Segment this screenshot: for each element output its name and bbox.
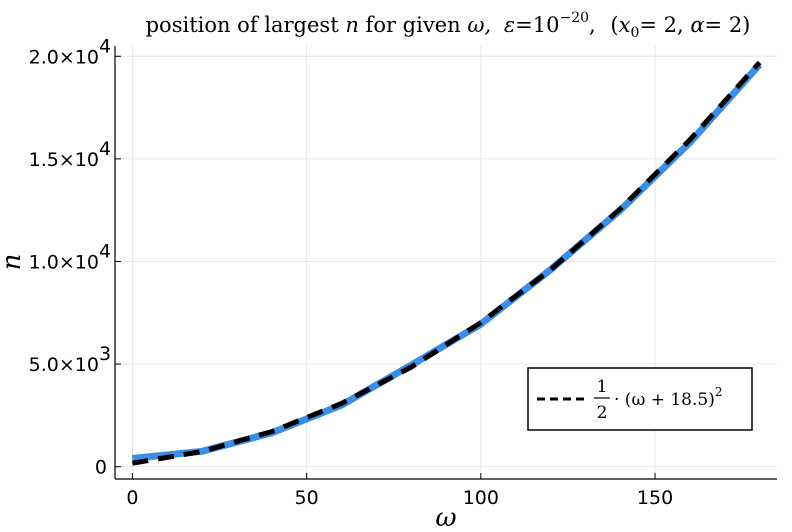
x-tick-label: 150 (637, 487, 673, 509)
title-n: n (345, 13, 359, 37)
y-tick-exponent: 4 (99, 240, 111, 262)
legend-frac-num: 1 (597, 377, 608, 397)
grid (115, 46, 777, 479)
legend-expression: · (ω + 18.5)2 (614, 385, 722, 410)
title-comma: , (589, 13, 596, 37)
x-ticks: 0 50 100 150 (126, 473, 673, 509)
title-params-open: ( (610, 13, 618, 37)
y-ticks: 05.0×10 31.0×10 41.5×10 42.0×10 4 (29, 35, 121, 479)
title-params-mid: = 2, (639, 13, 683, 37)
y-tick-label: 2.0×10 (29, 46, 99, 68)
x-axis-label: ω (435, 503, 456, 532)
title-omega: ω, (467, 13, 491, 37)
x-tick-label: 100 (463, 487, 499, 509)
title-eq: = (515, 13, 533, 37)
title-x-sub: 0 (630, 25, 639, 41)
title-prefix: position of largest (146, 13, 340, 37)
title-exp: −20 (559, 10, 589, 26)
title-eps: ε (504, 13, 515, 37)
legend: 1 2 · (ω + 18.5)2 (527, 367, 753, 431)
y-tick-exponent: 4 (99, 138, 111, 160)
y-tick-label: 5.0×10 (29, 354, 99, 376)
axes (114, 46, 777, 480)
y-axis-label: n (0, 254, 27, 271)
series-line-1 (131, 60, 762, 466)
y-tick-label: 1.0×10 (29, 251, 99, 273)
x-tick-label: 50 (295, 487, 319, 509)
legend-expr: · (ω + 18.5) (614, 390, 715, 410)
legend-expr-exp: 2 (715, 385, 723, 399)
series-group (131, 60, 763, 466)
y-tick-label: 0 (95, 457, 107, 479)
title-params-end: = 2) (705, 13, 751, 37)
y-tick-label: 1.5×10 (29, 149, 99, 171)
title-ten: 10 (533, 13, 560, 37)
title-x: x (619, 13, 631, 37)
title-for-given: for given (366, 13, 461, 37)
y-tick-exponent: 4 (99, 35, 111, 57)
chart-title: position of largest n for given ω, ε=10−… (146, 10, 751, 41)
x-tick-label: 0 (126, 487, 138, 509)
title-alpha: α (690, 13, 704, 37)
y-tick-exponent: 3 (99, 343, 111, 365)
legend-frac-den: 2 (597, 403, 608, 423)
